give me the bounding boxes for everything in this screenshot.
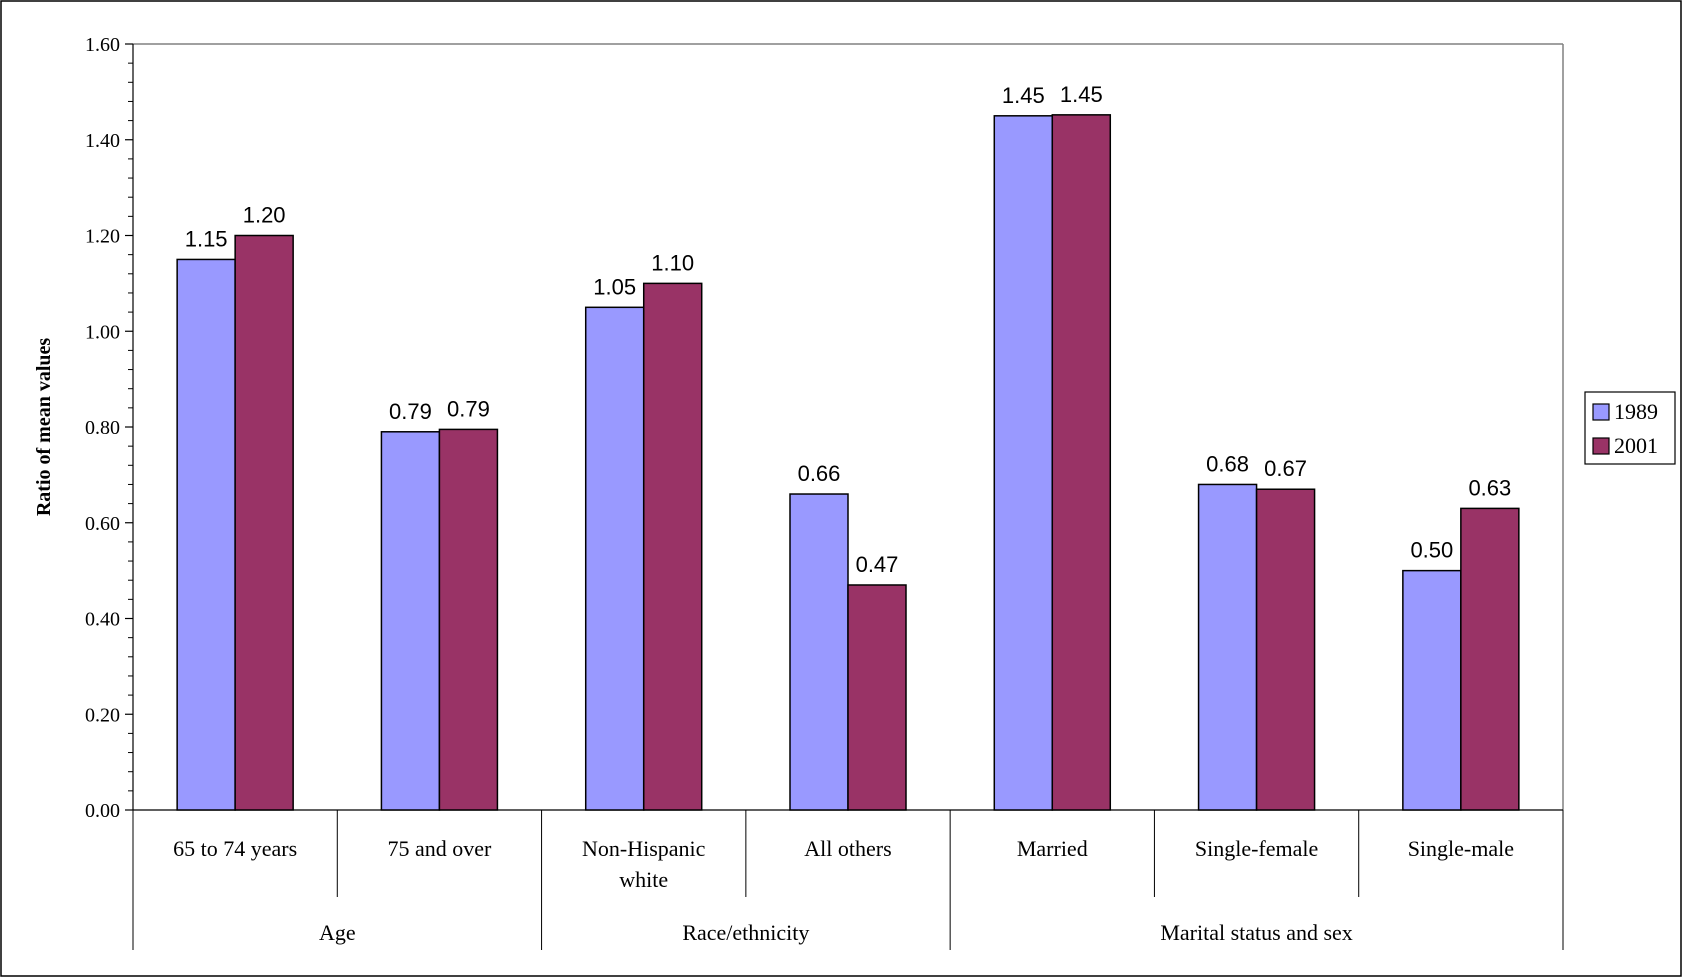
category-label: Single-female	[1195, 836, 1318, 861]
y-tick-label: 1.00	[85, 321, 120, 343]
data-label: 1.45	[1060, 82, 1103, 107]
bar-2001-1	[438, 428, 499, 811]
bar-1989-0	[176, 258, 236, 811]
bar-2001-2	[642, 282, 703, 811]
y-tick-label: 0.40	[85, 609, 120, 631]
legend-swatch-2001	[1592, 437, 1610, 455]
data-label: 1.20	[243, 203, 286, 228]
category-label: Married	[1017, 836, 1088, 861]
category-label: Single-male	[1408, 836, 1514, 861]
bar-1989-4	[993, 115, 1054, 811]
bar-2001-3	[847, 584, 907, 811]
data-label: 0.79	[447, 396, 490, 421]
data-label: 0.50	[1410, 538, 1453, 563]
y-axis-title: Ratio of mean values	[33, 338, 55, 517]
y-tick-label: 1.40	[85, 130, 120, 152]
bar-2001-6	[1460, 507, 1520, 811]
category-label: All others	[804, 836, 891, 861]
category-label: Non-Hispanic	[582, 836, 706, 861]
bar-1989-3	[789, 493, 849, 811]
data-label: 0.63	[1468, 475, 1511, 500]
data-label: 0.79	[389, 399, 432, 424]
y-tick-label: 1.20	[85, 226, 120, 248]
category-label: 65 to 74 years	[173, 836, 297, 861]
legend-label: 2001	[1614, 433, 1658, 458]
bar-1989-6	[1402, 569, 1462, 811]
group-label: Race/ethnicity	[682, 920, 809, 945]
data-label: 1.45	[1002, 83, 1045, 108]
data-label: 0.68	[1206, 451, 1249, 476]
data-label: 1.10	[651, 250, 694, 275]
legend-swatch-1989	[1592, 403, 1610, 421]
data-label: 0.66	[798, 461, 841, 486]
group-label: Marital status and sex	[1160, 920, 1352, 945]
bar-2001-5	[1255, 488, 1316, 811]
data-label: 1.15	[185, 226, 228, 251]
data-label: 0.67	[1264, 456, 1307, 481]
category-label: white	[619, 867, 668, 892]
category-label: 75 and over	[387, 836, 492, 861]
bar-1989-2	[584, 306, 645, 811]
y-tick-label: 0.60	[85, 513, 120, 535]
y-tick-label: 1.60	[85, 34, 120, 56]
group-label: Age	[319, 920, 356, 945]
data-label: 1.05	[593, 274, 636, 299]
bar-1989-5	[1197, 483, 1258, 811]
y-tick-label: 0.20	[85, 704, 120, 726]
bar-1989-1	[380, 431, 441, 811]
y-tick-label: 0.80	[85, 417, 120, 439]
legend-label: 1989	[1614, 399, 1658, 424]
bar-2001-0	[234, 234, 294, 811]
y-tick-label: 0.00	[85, 800, 120, 822]
bar-2001-4	[1051, 114, 1112, 811]
data-label: 0.47	[856, 552, 899, 577]
